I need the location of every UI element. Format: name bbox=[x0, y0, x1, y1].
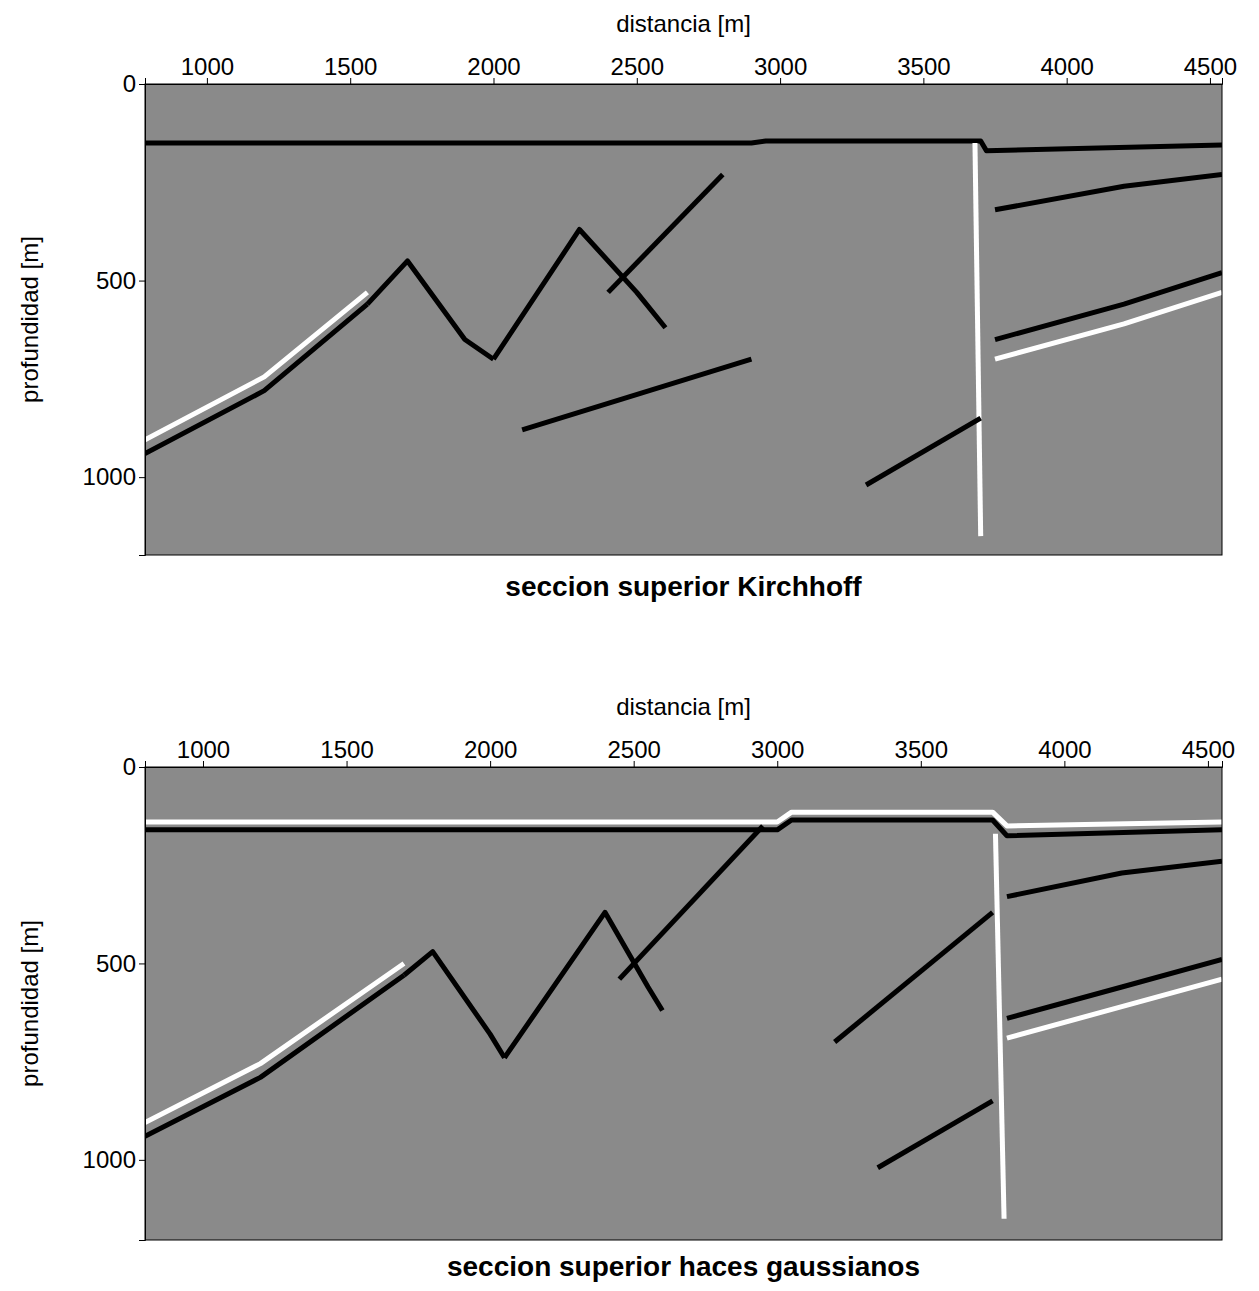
reflector-line bbox=[504, 912, 662, 1057]
x-tick-label: 4000 bbox=[1040, 53, 1093, 80]
x-tick-label: 2000 bbox=[464, 736, 517, 763]
x-tick: 3500 bbox=[897, 53, 950, 84]
x-tick-label: 4500 bbox=[1184, 53, 1237, 80]
y-tick-label: 1000 bbox=[83, 1146, 136, 1173]
x-tick: 2500 bbox=[611, 53, 664, 84]
x-tick: 3000 bbox=[754, 53, 807, 84]
reflector-line bbox=[619, 826, 763, 979]
y-axis-line bbox=[139, 85, 146, 556]
plot-frame bbox=[145, 767, 1222, 1240]
x-axis-title: distancia [m] bbox=[616, 10, 751, 37]
x-tick: 1000 bbox=[177, 736, 230, 767]
x-tick: 4500 bbox=[1182, 736, 1235, 767]
y-axis-title: profundidad [m] bbox=[16, 236, 43, 403]
reflector-line bbox=[975, 143, 981, 536]
panel-title: seccion superior Kirchhoff bbox=[505, 571, 862, 602]
y-axis: 0 500 1000 bbox=[83, 753, 146, 1240]
x-tick-label: 1500 bbox=[320, 736, 373, 763]
x-tick-label: 3000 bbox=[751, 736, 804, 763]
y-tick: 1000 bbox=[83, 1146, 145, 1173]
x-axis-title: distancia [m] bbox=[616, 693, 751, 720]
reflectors bbox=[145, 141, 1222, 536]
reflector-line bbox=[1007, 979, 1222, 1038]
reflector-line bbox=[835, 912, 993, 1042]
plot-frame bbox=[145, 84, 1222, 555]
y-tick-label: 1000 bbox=[83, 463, 136, 490]
reflector-line bbox=[995, 292, 1222, 359]
reflector-line bbox=[145, 812, 1222, 826]
x-tick: 4000 bbox=[1040, 53, 1093, 84]
x-tick: 1000 bbox=[181, 53, 234, 84]
reflector-line bbox=[493, 229, 665, 359]
x-tick-label: 2500 bbox=[607, 736, 660, 763]
reflector-line bbox=[866, 418, 981, 485]
y-tick: 0 bbox=[123, 753, 145, 780]
reflector-line bbox=[404, 952, 504, 1058]
x-tick-label: 2000 bbox=[467, 53, 520, 80]
x-tick-label: 2500 bbox=[611, 53, 664, 80]
y-axis-title: profundidad [m] bbox=[16, 920, 43, 1087]
y-tick-mark bbox=[139, 963, 145, 964]
y-axis-line bbox=[139, 768, 146, 1241]
reflector-line bbox=[1007, 861, 1222, 896]
reflector-line bbox=[878, 1101, 993, 1168]
figure: 1000 1500 2000 2500 3000 3500 4000 4500 0 500 1000… bbox=[0, 0, 1259, 1291]
x-tick-label: 3500 bbox=[897, 53, 950, 80]
panel-title: seccion superior haces gaussianos bbox=[447, 1251, 920, 1282]
x-tick: 2000 bbox=[464, 736, 517, 767]
y-tick-mark bbox=[139, 281, 145, 282]
y-tick-label: 500 bbox=[96, 950, 136, 977]
reflector-line bbox=[145, 292, 367, 439]
y-tick-mark bbox=[139, 767, 145, 768]
reflector-line bbox=[995, 834, 1004, 1219]
reflector-line bbox=[145, 963, 404, 1122]
reflector-line bbox=[995, 174, 1222, 209]
y-tick: 500 bbox=[96, 267, 145, 294]
x-tick-label: 4500 bbox=[1182, 736, 1235, 763]
x-tick-label: 4000 bbox=[1038, 736, 1091, 763]
x-axis: 1000 1500 2000 2500 3000 3500 4000 4500 bbox=[146, 53, 1238, 85]
x-tick: 3500 bbox=[895, 736, 948, 767]
y-tick-label: 0 bbox=[123, 70, 136, 97]
y-axis: 0 500 1000 bbox=[83, 70, 146, 555]
x-tick-label: 1000 bbox=[177, 736, 230, 763]
x-tick: 1500 bbox=[320, 736, 373, 767]
y-tick: 500 bbox=[96, 950, 145, 977]
x-tick-label: 1000 bbox=[181, 53, 234, 80]
y-tick: 0 bbox=[123, 70, 145, 97]
x-tick-label: 3000 bbox=[754, 53, 807, 80]
y-tick-mark bbox=[139, 477, 145, 478]
x-tick-label: 1500 bbox=[324, 53, 377, 80]
x-tick: 2000 bbox=[467, 53, 520, 84]
plot-background bbox=[145, 84, 1222, 555]
reflector-line bbox=[522, 359, 751, 430]
x-tick: 3000 bbox=[751, 736, 804, 767]
y-tick-mark bbox=[139, 1160, 145, 1161]
reflector-line bbox=[145, 141, 1222, 151]
x-tick-label: 3500 bbox=[895, 736, 948, 763]
reflectors bbox=[145, 812, 1222, 1219]
x-tick: 4000 bbox=[1038, 736, 1091, 767]
panel: 1000 1500 2000 2500 3000 3500 4000 4500 0 500 1000… bbox=[16, 693, 1235, 1282]
plot-background bbox=[145, 767, 1222, 1240]
y-tick-label: 500 bbox=[96, 267, 136, 294]
panel: 1000 1500 2000 2500 3000 3500 4000 4500 0 500 1000… bbox=[16, 10, 1237, 602]
y-tick-label: 0 bbox=[123, 753, 136, 780]
y-tick-mark bbox=[139, 84, 145, 85]
reflector-line bbox=[367, 261, 493, 359]
x-tick: 2500 bbox=[607, 736, 660, 767]
y-tick: 1000 bbox=[83, 463, 145, 490]
x-tick: 4500 bbox=[1184, 53, 1237, 84]
x-tick: 1500 bbox=[324, 53, 377, 84]
x-axis: 1000 1500 2000 2500 3000 3500 4000 4500 bbox=[146, 736, 1236, 768]
reflector-line bbox=[608, 174, 723, 292]
